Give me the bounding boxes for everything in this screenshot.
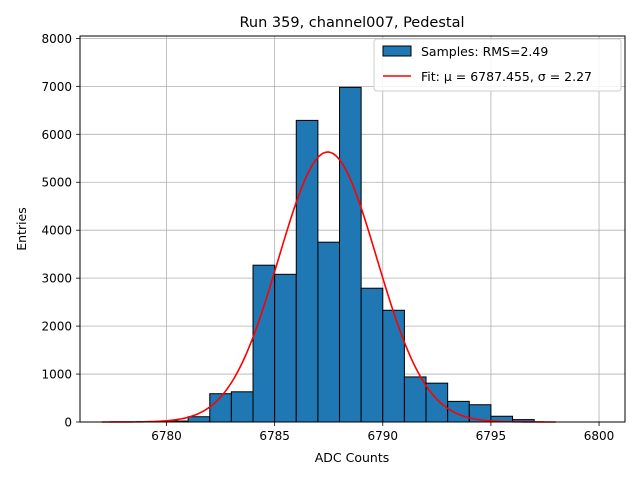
y-tick-label: 8000 xyxy=(41,32,72,46)
histogram-bar xyxy=(360,287,384,423)
histogram-bar xyxy=(339,86,362,423)
y-tick-label: 0 xyxy=(64,416,72,430)
fit-curve-group xyxy=(101,151,556,423)
y-tick-label: 3000 xyxy=(41,272,72,286)
y-tick-label: 4000 xyxy=(41,224,72,238)
plot-area-frame xyxy=(79,35,626,423)
y-tick-label: 7000 xyxy=(41,80,72,94)
histogram-bar xyxy=(382,309,405,423)
gaussian-fit-line xyxy=(101,151,556,423)
x-tick-label: 6780 xyxy=(151,429,182,443)
y-tick-label: 6000 xyxy=(41,128,72,142)
y-axis-ticks: 0 1000 2000 3000 4000 5000 6000 7000 8000 xyxy=(41,32,80,430)
histogram-bar xyxy=(403,376,427,423)
histogram-bar xyxy=(252,264,276,423)
histogram-bar xyxy=(295,119,319,423)
x-tick-label: 6795 xyxy=(476,429,507,443)
y-axis-label: Entries xyxy=(14,207,29,251)
chart-title: Run 359, channel007, Pedestal xyxy=(239,15,464,31)
x-tick-label: 6800 xyxy=(584,429,615,443)
x-axis-label: ADC Counts xyxy=(315,450,390,465)
histogram-bar xyxy=(317,241,341,423)
legend-fit-label: Fit: μ = 6787.455, σ = 2.27 xyxy=(421,69,592,84)
y-tick-label: 1000 xyxy=(41,368,72,382)
histogram-bar xyxy=(230,391,254,423)
legend: Samples: RMS=2.49 Fit: μ = 6787.455, σ =… xyxy=(373,38,622,92)
histogram-bar xyxy=(187,416,211,423)
y-tick-label: 2000 xyxy=(41,320,72,334)
y-tick-label: 5000 xyxy=(41,176,72,190)
x-tick-label: 6785 xyxy=(259,429,290,443)
legend-samples-label: Samples: RMS=2.49 xyxy=(421,44,548,59)
x-axis-ticks: 6780 6785 6790 6795 6800 xyxy=(151,422,614,443)
histogram-bar xyxy=(274,273,297,423)
x-tick-label: 6790 xyxy=(368,429,399,443)
histogram-bars xyxy=(166,86,535,423)
legend-box xyxy=(373,38,622,92)
legend-samples-swatch xyxy=(382,45,412,57)
histogram-bar xyxy=(447,400,470,423)
